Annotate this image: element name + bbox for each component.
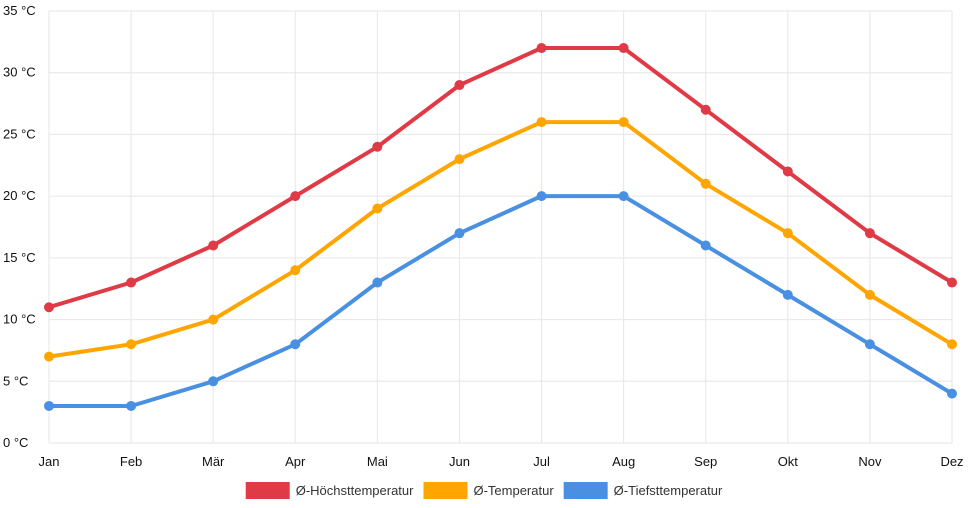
- legend-label: Ø-Temperatur: [473, 483, 554, 498]
- data-point[interactable]: [618, 191, 629, 202]
- data-point[interactable]: [290, 339, 301, 350]
- y-tick-label: 25 °C: [3, 126, 36, 141]
- data-point[interactable]: [454, 154, 465, 165]
- data-point[interactable]: [782, 289, 793, 300]
- data-point[interactable]: [864, 228, 875, 239]
- data-point[interactable]: [864, 289, 875, 300]
- series-line: [47, 194, 954, 408]
- data-point[interactable]: [454, 228, 465, 239]
- x-tick-label: Apr: [285, 454, 306, 469]
- legend-swatch[interactable]: [563, 482, 608, 499]
- y-axis-ticks: 0 °C 5 °C 10 °C 15 °C 20 °C 25 °C 30 °C 35 °C: [3, 3, 36, 450]
- legend-swatch[interactable]: [245, 482, 290, 499]
- data-point[interactable]: [700, 178, 711, 189]
- data-point[interactable]: [864, 339, 875, 350]
- y-tick-label: 10 °C: [3, 312, 36, 327]
- data-point[interactable]: [947, 388, 957, 399]
- x-tick-label: Dez: [940, 454, 963, 469]
- data-point[interactable]: [126, 400, 137, 411]
- x-tick-label: Aug: [612, 454, 635, 469]
- data-point[interactable]: [454, 80, 465, 91]
- series-line: [47, 120, 954, 359]
- y-tick-label: 15 °C: [3, 250, 36, 265]
- series-lines: [44, 43, 957, 411]
- y-tick-label: 5 °C: [3, 373, 28, 388]
- data-point[interactable]: [372, 277, 383, 288]
- data-point[interactable]: [536, 43, 547, 54]
- data-point[interactable]: [44, 351, 54, 362]
- y-tick-label: 35 °C: [3, 3, 36, 18]
- data-point[interactable]: [290, 191, 301, 202]
- x-tick-label: Mai: [367, 454, 388, 469]
- data-point[interactable]: [208, 240, 219, 251]
- data-point[interactable]: [208, 314, 219, 325]
- data-point[interactable]: [126, 339, 137, 350]
- legend-label: Ø-Tiefsttemperatur: [614, 483, 723, 498]
- data-point[interactable]: [372, 203, 383, 214]
- data-point[interactable]: [700, 240, 711, 251]
- data-point[interactable]: [700, 104, 711, 115]
- data-point[interactable]: [536, 117, 547, 128]
- series-line: [47, 46, 954, 310]
- x-tick-label: Nov: [858, 454, 882, 469]
- y-tick-label: 20 °C: [3, 188, 36, 203]
- x-tick-label: Jun: [449, 454, 470, 469]
- legend-swatch[interactable]: [423, 482, 468, 499]
- data-point[interactable]: [618, 117, 629, 128]
- legend-label: Ø-Höchsttemperatur: [296, 483, 414, 498]
- data-point[interactable]: [618, 43, 629, 54]
- x-tick-label: Feb: [120, 454, 142, 469]
- grid: [48, 10, 953, 444]
- x-tick-label: Sep: [694, 454, 717, 469]
- data-point[interactable]: [290, 265, 301, 276]
- data-point[interactable]: [947, 277, 957, 288]
- data-point[interactable]: [372, 141, 383, 152]
- legend: Ø-Höchsttemperatur Ø-Temperatur Ø-Tiefstte…: [245, 482, 723, 499]
- data-point[interactable]: [947, 339, 957, 350]
- data-point[interactable]: [536, 191, 547, 202]
- data-point[interactable]: [126, 277, 137, 288]
- x-tick-label: Okt: [778, 454, 799, 469]
- x-tick-label: Mär: [202, 454, 225, 469]
- x-tick-label: Jan: [39, 454, 60, 469]
- y-tick-label: 0 °C: [3, 435, 28, 450]
- data-point[interactable]: [782, 228, 793, 239]
- data-point[interactable]: [44, 400, 54, 411]
- data-point[interactable]: [782, 166, 793, 177]
- data-point[interactable]: [44, 302, 54, 313]
- x-tick-label: Jul: [533, 454, 550, 469]
- data-point[interactable]: [208, 376, 219, 387]
- y-tick-label: 30 °C: [3, 65, 36, 80]
- x-axis-ticks: Jan Feb Mär Apr Mai Jun Jul Aug Sep Okt Nov Dez: [39, 454, 964, 469]
